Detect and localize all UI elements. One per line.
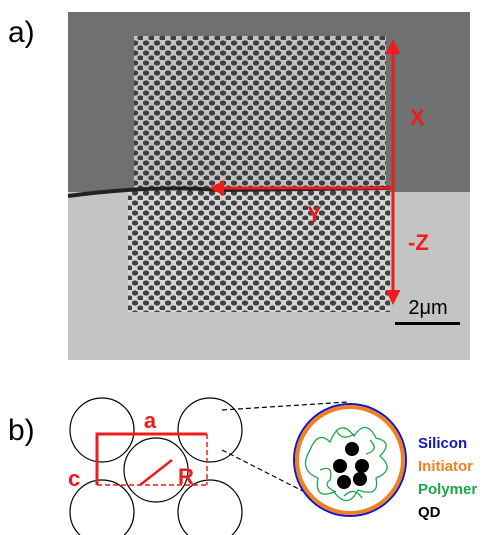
- scale-bar-label: 2μm: [408, 297, 447, 319]
- lattice-label: R: [178, 464, 194, 489]
- panel-label: b): [8, 414, 35, 447]
- axis-label: X: [410, 105, 425, 130]
- legend-entry: Polymer: [418, 481, 477, 498]
- sem-image: 2μm: [68, 12, 470, 360]
- lattice-label: a: [144, 408, 157, 433]
- panel-label: a): [8, 16, 35, 49]
- legend-entry: QD: [418, 504, 441, 521]
- legend-entry: Initiator: [418, 458, 473, 475]
- figure: a) 2μm X Y -Z b) a c R: [0, 0, 495, 535]
- legend-entry: Silicon: [418, 435, 467, 452]
- lattice-label: c: [68, 466, 80, 491]
- page: a) 2μm X Y -Z b) a c R: [0, 0, 495, 535]
- axis-label: -Z: [408, 230, 429, 255]
- particle: [294, 404, 406, 516]
- axis-label: Y: [307, 202, 322, 227]
